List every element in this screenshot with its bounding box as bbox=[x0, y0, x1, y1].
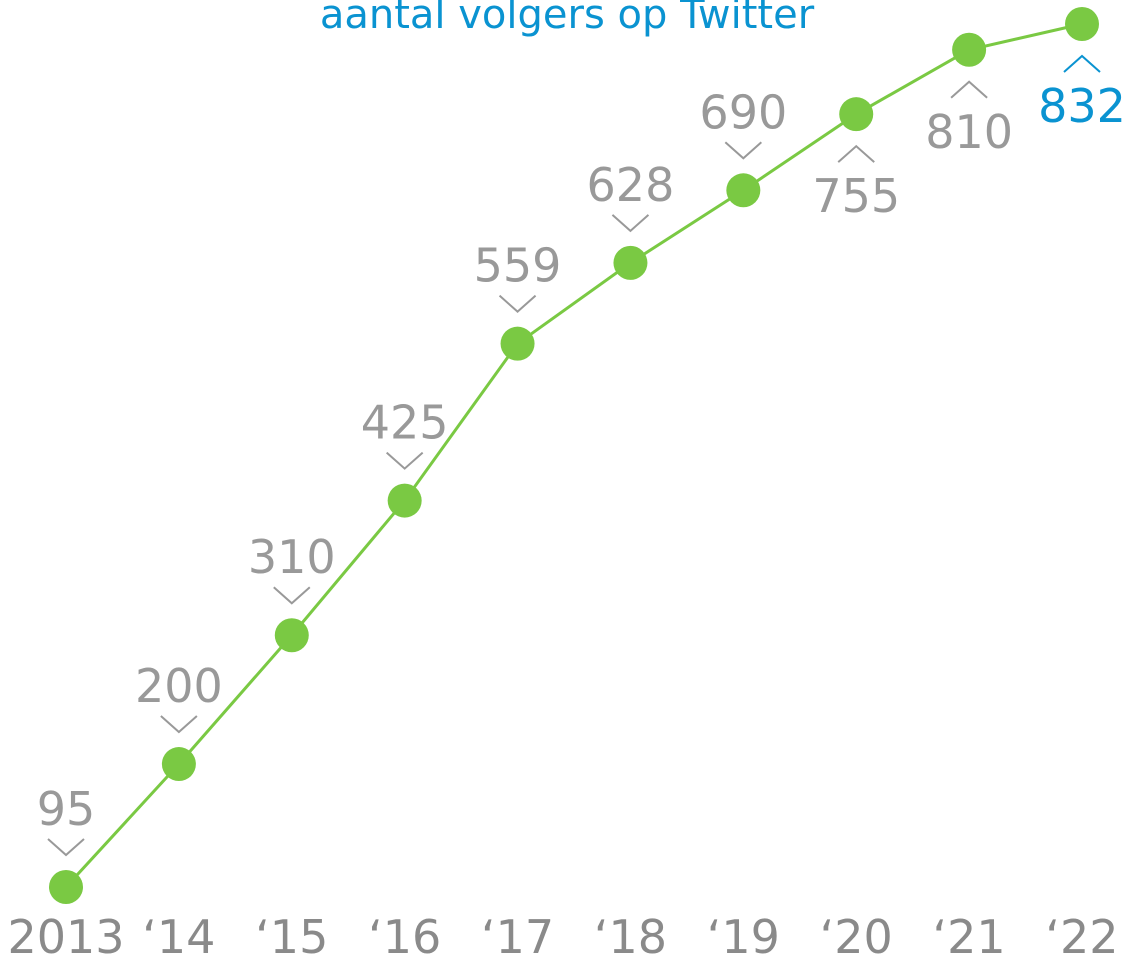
value-label: 628 bbox=[587, 158, 675, 212]
chevron bbox=[611, 214, 650, 233]
point bbox=[1065, 7, 1099, 41]
chevron bbox=[724, 141, 762, 160]
chevron bbox=[47, 838, 85, 857]
x-tick-label: ‘18 bbox=[594, 910, 667, 963]
chevron bbox=[498, 294, 537, 314]
x-tick-label: ‘16 bbox=[368, 910, 441, 963]
x-tick-label: ‘21 bbox=[933, 910, 1006, 963]
point bbox=[274, 618, 309, 653]
point bbox=[49, 870, 83, 904]
x-tick-label: 2013 bbox=[7, 910, 124, 963]
x-tick-label: ‘22 bbox=[1045, 910, 1118, 963]
point bbox=[839, 97, 874, 132]
chevron bbox=[1063, 54, 1101, 73]
point bbox=[952, 32, 987, 67]
value-label: 755 bbox=[812, 169, 900, 223]
x-tick-label: ‘20 bbox=[820, 910, 893, 963]
point bbox=[500, 326, 535, 361]
x-tick-label: ‘17 bbox=[481, 910, 554, 963]
chevron bbox=[386, 451, 424, 470]
point bbox=[726, 173, 761, 208]
value-label: 832 bbox=[1038, 79, 1126, 133]
chevron bbox=[837, 144, 875, 163]
value-label: 690 bbox=[699, 85, 787, 139]
x-tick-label: ‘15 bbox=[255, 910, 328, 963]
value-label: 200 bbox=[135, 659, 223, 713]
chart-title: aantal volgers op Twitter bbox=[320, 0, 815, 38]
value-label: 95 bbox=[37, 782, 96, 836]
value-label: 810 bbox=[925, 105, 1013, 159]
x-tick-label: ‘19 bbox=[707, 910, 780, 963]
value-label: 310 bbox=[248, 530, 336, 584]
line bbox=[64, 22, 1083, 889]
value-label: 425 bbox=[361, 396, 449, 450]
point bbox=[161, 747, 196, 782]
x-tick-label: ‘14 bbox=[142, 910, 215, 963]
chevron bbox=[273, 586, 311, 605]
chevron bbox=[160, 715, 198, 734]
chevron bbox=[950, 80, 988, 99]
point bbox=[387, 483, 422, 518]
point bbox=[613, 245, 648, 280]
value-label: 559 bbox=[474, 239, 562, 293]
